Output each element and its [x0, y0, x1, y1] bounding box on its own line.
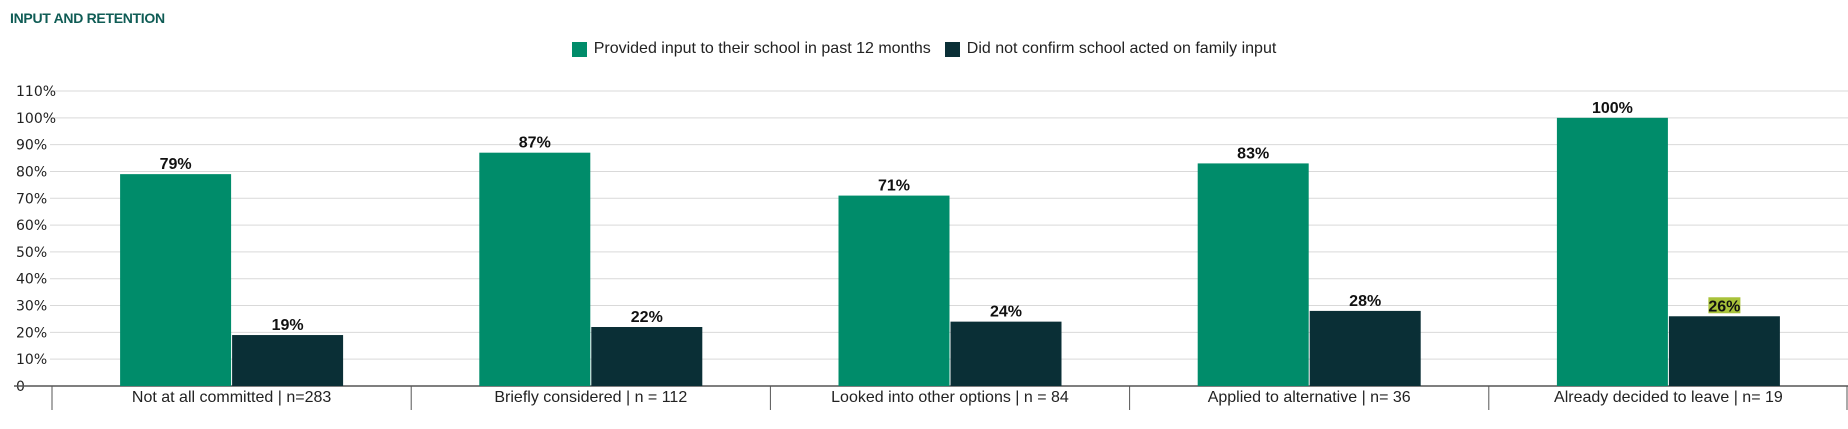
legend-item-not-confirmed: Did not confirm school acted on family i…	[944, 40, 1277, 58]
data-label: 22%	[631, 309, 663, 326]
legend: Provided input to their school in past 1…	[0, 40, 1848, 58]
y-tick-label: 60%	[16, 218, 47, 234]
y-tick-label: 0	[16, 379, 25, 395]
y-tick-label: 30%	[16, 299, 47, 315]
bar	[1668, 316, 1780, 386]
data-label: 87%	[519, 135, 551, 152]
data-label: 79%	[160, 156, 192, 173]
category-label: Already decided to leave | n= 19	[1554, 389, 1783, 406]
bar	[950, 321, 1062, 386]
y-tick-label: 10%	[16, 352, 47, 368]
data-label-highlight	[1708, 297, 1741, 314]
data-label: 24%	[990, 304, 1022, 321]
bar	[1556, 117, 1668, 387]
category-label: Looked into other options | n = 84	[831, 389, 1069, 406]
legend-label-not-confirmed: Did not confirm school acted on family i…	[966, 40, 1277, 57]
data-label: 26%	[1708, 298, 1740, 315]
legend-label-input: Provided input to their school in past 1…	[593, 40, 931, 57]
y-tick-label: 80%	[16, 164, 47, 180]
data-label: 100%	[1592, 100, 1633, 117]
y-tick-label: 70%	[16, 191, 47, 207]
legend-item-input: Provided input to their school in past 1…	[571, 40, 931, 58]
bar	[591, 327, 703, 386]
bar	[120, 174, 232, 386]
data-label: 83%	[1237, 145, 1269, 162]
bar	[479, 152, 591, 386]
legend-swatch-not-confirmed	[944, 41, 960, 57]
data-label: 71%	[878, 178, 910, 195]
data-label: 28%	[1349, 293, 1381, 310]
legend-swatch-input	[571, 41, 587, 57]
category-label: Not at all committed | n=283	[132, 389, 331, 406]
bar	[838, 195, 950, 386]
y-tick-label: 90%	[16, 138, 47, 154]
y-tick-label: 110%	[16, 84, 56, 100]
data-label: 19%	[272, 317, 304, 334]
chart-title: INPUT AND RETENTION	[10, 10, 165, 26]
bar	[1197, 163, 1309, 386]
y-tick-label: 50%	[16, 245, 47, 261]
y-tick-label: 40%	[16, 272, 47, 288]
category-label: Briefly considered | n = 112	[494, 389, 687, 406]
category-label: Applied to alternative | n= 36	[1208, 389, 1411, 406]
bar	[1309, 310, 1421, 386]
y-tick-label: 100%	[16, 111, 56, 127]
y-tick-label: 20%	[16, 325, 47, 341]
bar	[232, 335, 344, 386]
